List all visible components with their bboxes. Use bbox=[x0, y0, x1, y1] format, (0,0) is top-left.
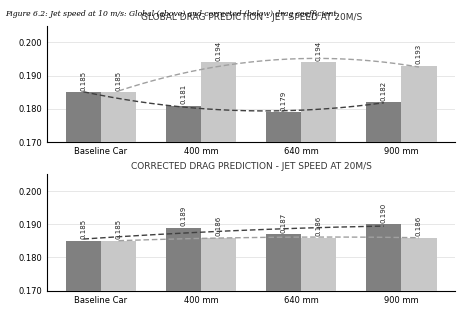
Bar bbox=[301, 62, 337, 323]
Text: 0.193: 0.193 bbox=[416, 44, 422, 64]
Bar bbox=[366, 224, 401, 323]
Text: 0.179: 0.179 bbox=[281, 90, 287, 110]
Bar bbox=[401, 237, 437, 323]
Text: 0.186: 0.186 bbox=[316, 216, 322, 236]
Text: Figure 6.2: Jet speed at 10 m/s: Global (above) and corrected (below) drag coeff: Figure 6.2: Jet speed at 10 m/s: Global … bbox=[5, 10, 338, 18]
Bar bbox=[101, 241, 136, 323]
Text: 0.190: 0.190 bbox=[381, 202, 387, 223]
Text: 0.187: 0.187 bbox=[281, 212, 287, 233]
Text: 0.185: 0.185 bbox=[81, 219, 86, 239]
Text: 0.194: 0.194 bbox=[216, 41, 222, 61]
Bar bbox=[201, 237, 236, 323]
Text: 0.189: 0.189 bbox=[181, 206, 187, 226]
Bar bbox=[201, 62, 236, 323]
Bar bbox=[66, 241, 101, 323]
Title: GLOBAL DRAG PREDICTION - JET SPEED AT 20M/S: GLOBAL DRAG PREDICTION - JET SPEED AT 20… bbox=[141, 13, 362, 22]
Text: 0.186: 0.186 bbox=[216, 216, 222, 236]
Text: 0.185: 0.185 bbox=[116, 219, 121, 239]
Text: 0.182: 0.182 bbox=[381, 80, 387, 100]
Text: 0.181: 0.181 bbox=[181, 84, 187, 104]
Bar bbox=[266, 112, 301, 323]
Text: 0.185: 0.185 bbox=[81, 70, 86, 91]
Bar bbox=[266, 234, 301, 323]
Bar bbox=[366, 102, 401, 323]
Bar bbox=[401, 66, 437, 323]
Text: 0.194: 0.194 bbox=[316, 41, 322, 61]
Title: CORRECTED DRAG PREDICTION - JET SPEED AT 20M/S: CORRECTED DRAG PREDICTION - JET SPEED AT… bbox=[131, 162, 372, 171]
Bar bbox=[101, 92, 136, 323]
Legend: Blowing, Suction, Poly. (Blowing), Poly. (Suction): Blowing, Suction, Poly. (Blowing), Poly.… bbox=[114, 179, 388, 194]
Text: 0.186: 0.186 bbox=[416, 216, 422, 236]
Bar bbox=[66, 92, 101, 323]
Text: 0.185: 0.185 bbox=[116, 70, 121, 91]
Bar bbox=[166, 106, 201, 323]
Bar bbox=[301, 237, 337, 323]
Bar bbox=[166, 228, 201, 323]
